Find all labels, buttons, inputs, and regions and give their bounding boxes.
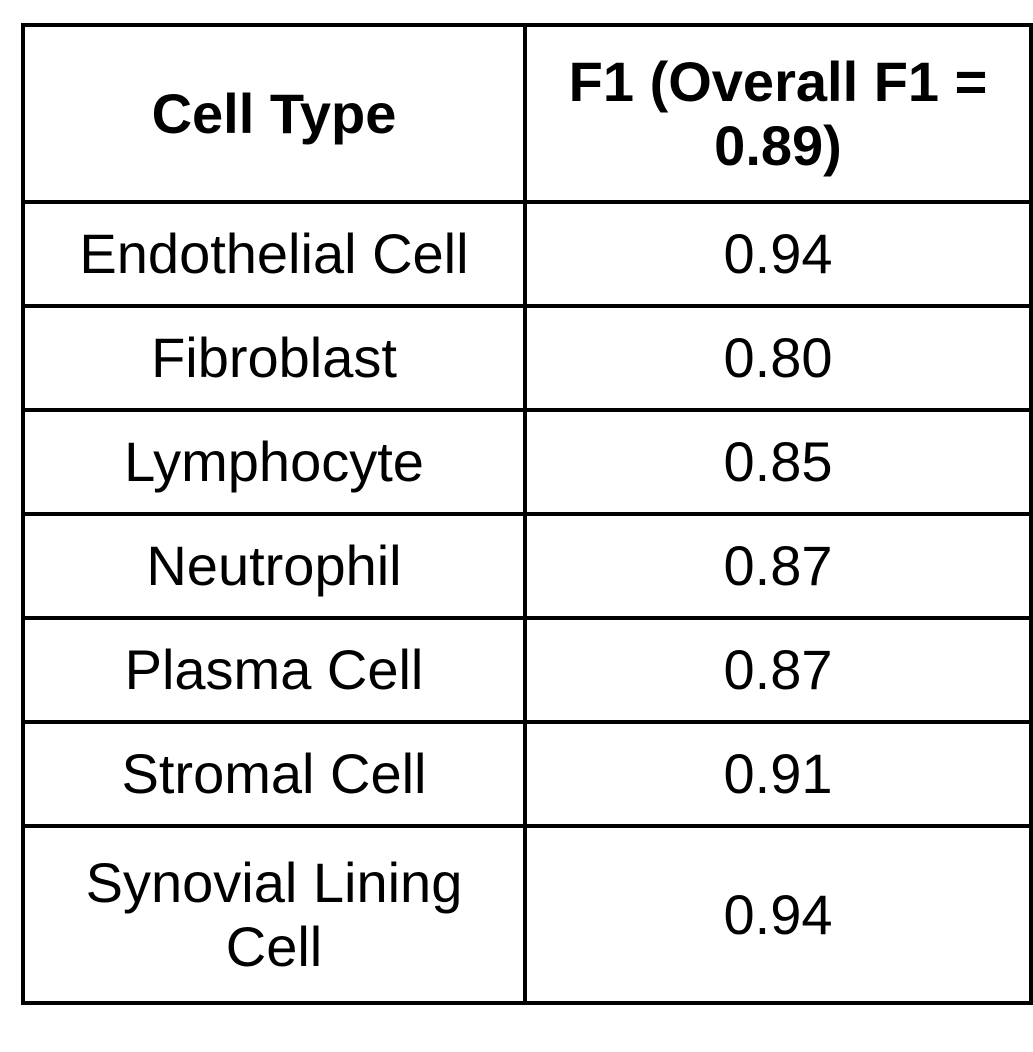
cell-type-cell: Endothelial Cell xyxy=(21,200,527,308)
table-row: Fibroblast 0.80 xyxy=(21,304,1033,412)
table-row: Plasma Cell 0.87 xyxy=(21,616,1033,724)
table-row: Lymphocyte 0.85 xyxy=(21,408,1033,516)
header-cell-type: Cell Type xyxy=(21,23,527,204)
f1-value-cell: 0.94 xyxy=(523,200,1033,308)
table-row: Neutrophil 0.87 xyxy=(21,512,1033,620)
cell-type-cell: Plasma Cell xyxy=(21,616,527,724)
cell-type-cell: Synovial Lining Cell xyxy=(21,824,527,1005)
f1-value-cell: 0.87 xyxy=(523,616,1033,724)
cell-type-cell: Fibroblast xyxy=(21,304,527,412)
f1-value-cell: 0.80 xyxy=(523,304,1033,412)
f1-value-cell: 0.94 xyxy=(523,824,1033,1005)
header-f1: F1 (Overall F1 = 0.89) xyxy=(523,23,1033,204)
f1-value-cell: 0.91 xyxy=(523,720,1033,828)
f1-value-cell: 0.87 xyxy=(523,512,1033,620)
f1-value-cell: 0.85 xyxy=(523,408,1033,516)
table-row: Stromal Cell 0.91 xyxy=(21,720,1033,828)
f1-score-table: Cell Type F1 (Overall F1 = 0.89) Endothe… xyxy=(21,23,1033,1005)
table-row: Endothelial Cell 0.94 xyxy=(21,200,1033,308)
header-row: Cell Type F1 (Overall F1 = 0.89) xyxy=(21,23,1033,204)
cell-type-cell: Stromal Cell xyxy=(21,720,527,828)
cell-type-cell: Lymphocyte xyxy=(21,408,527,516)
cell-type-cell: Neutrophil xyxy=(21,512,527,620)
table-row: Synovial Lining Cell 0.94 xyxy=(21,824,1033,1005)
